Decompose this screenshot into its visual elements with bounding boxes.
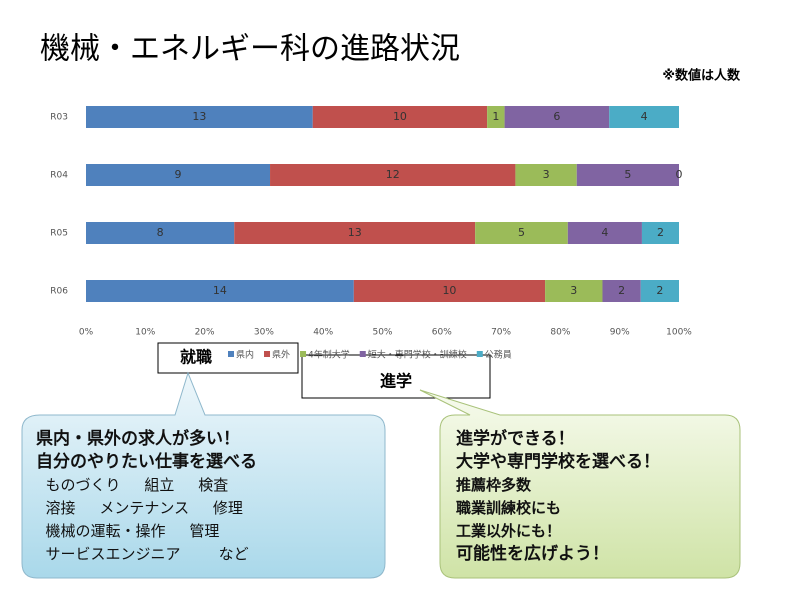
x-tick-label: 70% <box>491 328 511 338</box>
callout-line: 自分のやりたい仕事を選べる <box>36 452 257 472</box>
data-label: 0 <box>676 168 683 181</box>
legend-label: 4年制大学 <box>308 349 350 361</box>
x-tick-label: 80% <box>550 328 570 338</box>
data-label: 2 <box>657 226 664 239</box>
legend-swatch <box>476 351 483 357</box>
y-tick-label: R06 <box>50 287 68 297</box>
data-label: 5 <box>518 226 525 239</box>
data-label: 8 <box>157 226 164 239</box>
data-label: 4 <box>601 226 608 239</box>
callout-line: 機械の運転・操作 管理 <box>36 522 220 540</box>
group-label: 進学 <box>380 372 412 391</box>
callout-line: サービスエンジニア など <box>36 545 249 563</box>
bar-segment <box>270 164 516 186</box>
callout-bubble <box>419 389 741 579</box>
callout: 県内・県外の求人が多い！ 自分のやりたい仕事を選べる ものづくり 組立 検査 溶接… <box>36 428 257 566</box>
data-label: 6 <box>553 110 560 123</box>
bar-segment <box>515 164 577 186</box>
callout-line: 可能性を広げよう！ <box>456 544 609 564</box>
callout: 進学ができる！ 大学や専門学校を選べる！ 推薦枠多数職業訓練校にも 工業以外にも！ 可能… <box>456 428 660 566</box>
callout-line: 大学や専門学校を選べる！ <box>456 452 660 472</box>
x-tick-label: 20% <box>195 328 215 338</box>
data-label: 4 <box>641 110 648 123</box>
bar-segment <box>312 106 488 128</box>
x-tick-label: 90% <box>610 328 630 338</box>
data-label: 13 <box>348 226 362 239</box>
bar-segment <box>567 222 642 244</box>
data-label: 3 <box>570 284 577 297</box>
bar-segment <box>576 164 679 186</box>
legend-label: 県外 <box>272 349 290 361</box>
data-label: 10 <box>442 284 456 297</box>
data-label: 1 <box>492 110 499 123</box>
data-label: 12 <box>386 168 400 181</box>
group-box <box>157 342 299 374</box>
legend-swatch <box>359 351 366 357</box>
legend-label: 県内 <box>236 349 254 361</box>
x-tick-label: 0% <box>79 328 94 338</box>
data-label: 13 <box>192 110 206 123</box>
callout-line: 溶接 メンテナンス 修理 <box>36 499 243 517</box>
bar-segment <box>602 280 641 302</box>
chart-title: 機械・エネルギー科の進路状況 <box>40 32 460 67</box>
bar-segment <box>609 106 679 128</box>
data-label: 5 <box>624 168 631 181</box>
data-label: 2 <box>618 284 625 297</box>
x-tick-label: 30% <box>254 328 274 338</box>
bar-segment <box>487 106 505 128</box>
bar-segment <box>86 106 313 128</box>
x-tick-label: 50% <box>372 328 392 338</box>
data-label: 9 <box>175 168 182 181</box>
callout-line: 職業訓練校にも <box>456 499 562 517</box>
data-label: 10 <box>393 110 407 123</box>
y-tick-label: R04 <box>50 171 68 181</box>
legend-label: 公務員 <box>485 349 512 361</box>
callout-line: 推薦枠多数 <box>456 476 532 494</box>
bar-segment <box>86 164 271 186</box>
legend-swatch <box>264 351 271 357</box>
bar-segment <box>504 106 610 128</box>
bar-segment <box>475 222 568 244</box>
callout-line: 進学ができる！ <box>456 429 575 449</box>
bar-segment <box>641 222 679 244</box>
callout-line: 県内・県外の求人が多い！ <box>36 429 240 449</box>
x-tick-label: 60% <box>432 328 452 338</box>
note: ※数値は人数 <box>662 68 741 84</box>
data-label: 14 <box>213 284 227 297</box>
data-label: 3 <box>543 168 550 181</box>
legend-swatch <box>228 351 234 357</box>
x-tick-label: 100% <box>666 328 692 338</box>
data-label: 2 <box>656 284 663 297</box>
group-label: 就職 <box>180 348 212 367</box>
group-box <box>301 354 491 399</box>
legend-label: 短大・専門学校・訓練校 <box>368 349 467 361</box>
bar-segment <box>86 280 354 302</box>
y-tick-label: R03 <box>50 113 68 123</box>
x-tick-label: 10% <box>135 328 155 338</box>
bar-segment <box>234 222 476 244</box>
callout-line: ものづくり 組立 検査 <box>36 476 229 494</box>
bar-segment <box>86 222 235 244</box>
y-tick-label: R05 <box>50 229 68 239</box>
legend-swatch <box>300 351 307 357</box>
callout-bubble <box>21 371 386 579</box>
bar-segment <box>545 280 603 302</box>
bar-segment <box>640 280 679 302</box>
callout-line: 工業以外にも！ <box>456 522 562 540</box>
x-tick-label: 40% <box>313 328 333 338</box>
bar-segment <box>353 280 546 302</box>
